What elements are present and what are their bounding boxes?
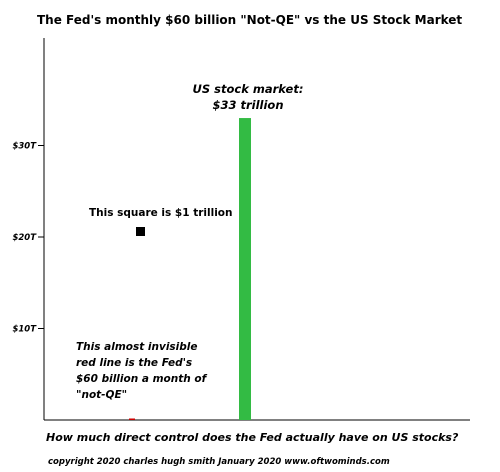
market-label-line1: US stock market:: [193, 82, 304, 96]
stock-market-bar: [239, 118, 251, 421]
chart-title: The Fed's monthly $60 billion "Not-QE" v…: [37, 13, 462, 27]
fed-label-line3: $60 billion a month of: [76, 373, 208, 385]
y-tick-label: $10T: [12, 325, 37, 335]
fed-not-qe-bar: [129, 418, 135, 420]
y-ticks: $10T $20T $30T: [12, 142, 44, 335]
bars: [129, 118, 251, 421]
square-label: This square is $1 trillion: [89, 207, 232, 219]
footer-text: copyright 2020 charles hugh smith Januar…: [48, 457, 390, 467]
market-label-line2: $33 trillion: [212, 98, 283, 112]
question-text: How much direct control does the Fed act…: [46, 431, 459, 444]
y-tick-label: $30T: [12, 142, 37, 152]
fed-label-line4: "not-QE": [76, 389, 127, 401]
fed-label-line1: This almost invisible: [76, 341, 198, 353]
one-trillion-square: [136, 227, 145, 236]
fed-label-line2: red line is the Fed's: [76, 357, 192, 369]
y-tick-label: $20T: [12, 233, 37, 243]
